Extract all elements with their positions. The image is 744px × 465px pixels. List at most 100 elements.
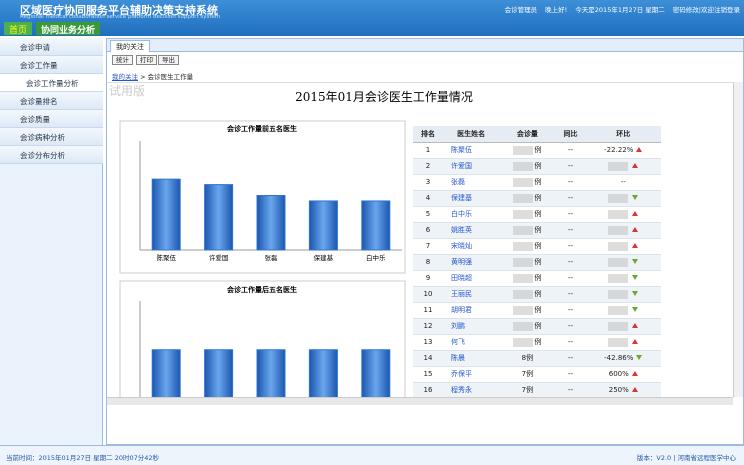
user[interactable]: 会诊管理员 xyxy=(505,6,538,14)
tab[interactable]: 我的关注 xyxy=(110,40,150,52)
blurred xyxy=(513,242,533,251)
blurred xyxy=(513,194,533,203)
nav-tab[interactable]: 协同业务分析 xyxy=(36,22,100,35)
doctor-name[interactable]: 白中乐 xyxy=(443,206,499,222)
blurred xyxy=(513,306,533,315)
count: 例 xyxy=(499,222,555,238)
doctor-name[interactable]: 陈晨 xyxy=(443,350,499,366)
blurred xyxy=(513,146,533,155)
count-text: 例 xyxy=(534,162,541,170)
doctor-name[interactable]: 保建基 xyxy=(443,190,499,206)
mom-text: -- xyxy=(621,178,626,186)
doctor-name[interactable]: 乔保平 xyxy=(443,366,499,382)
doctor-name[interactable]: 黄明强 xyxy=(443,254,499,270)
menu-item[interactable]: 会诊质量 xyxy=(0,110,103,128)
blurred xyxy=(608,322,628,331)
table-row: 10王丽民例-- xyxy=(413,286,661,302)
mom xyxy=(586,302,661,318)
button[interactable]: 统计 xyxy=(112,55,133,65)
count-text: 例 xyxy=(534,338,541,346)
doctor-name[interactable]: 程秀永 xyxy=(443,382,499,397)
doctor-name[interactable]: 王丽民 xyxy=(443,286,499,302)
blurred xyxy=(513,162,533,171)
x-tick-label: 陈聚伍 xyxy=(156,253,176,262)
doctor-name[interactable]: 刘鹏 xyxy=(443,318,499,334)
count: 7例 xyxy=(499,366,555,382)
doctor-name[interactable]: 宋晓灿 xyxy=(443,238,499,254)
menu-item[interactable]: 会诊量排名 xyxy=(0,92,103,110)
column-header: 同比 xyxy=(556,126,586,142)
menu-subitem[interactable]: 会诊工作量分析 xyxy=(0,74,103,92)
yoy: -- xyxy=(556,334,586,350)
count: 例 xyxy=(499,238,555,254)
count-text: 例 xyxy=(534,322,541,330)
table-row: 5白中乐例-- xyxy=(413,206,661,222)
rank: 12 xyxy=(413,318,443,334)
mom xyxy=(586,222,661,238)
count: 例 xyxy=(499,206,555,222)
x-tick-label: 保建基 xyxy=(314,253,334,262)
doctor-name[interactable]: 何飞 xyxy=(443,334,499,350)
count: 例 xyxy=(499,142,555,158)
count: 例 xyxy=(499,318,555,334)
table-row: 9田晓超例-- xyxy=(413,270,661,286)
blurred xyxy=(608,306,628,315)
menu-item[interactable]: 会诊分布分析 xyxy=(0,146,103,164)
doctor-name[interactable]: 田晓超 xyxy=(443,270,499,286)
yoy: -- xyxy=(556,174,586,190)
nav-tab[interactable]: 首页 xyxy=(4,22,32,35)
header-info: 会诊管理员晚上好!今天是2015年1月27日 星期二密码修改|欢迎注销登录 xyxy=(497,4,740,14)
blurred xyxy=(608,226,628,235)
bar xyxy=(205,350,233,397)
count-text: 7例 xyxy=(522,386,533,394)
button[interactable]: 导出 xyxy=(158,55,179,65)
table-row: 1陈聚伍例---22.22% xyxy=(413,142,661,158)
count: 例 xyxy=(499,158,555,174)
count: 7例 xyxy=(499,382,555,397)
menu-item[interactable]: 会诊工作量 xyxy=(0,56,103,74)
rank: 8 xyxy=(413,254,443,270)
chart-title: 会诊工作量后五名医生 xyxy=(227,285,297,294)
count-text: 例 xyxy=(534,194,541,202)
rank: 4 xyxy=(413,190,443,206)
rank: 6 xyxy=(413,222,443,238)
rank: 5 xyxy=(413,206,443,222)
doctor-name[interactable]: 张磊 xyxy=(443,174,499,190)
doctor-name[interactable]: 姚胜英 xyxy=(443,222,499,238)
count-text: 例 xyxy=(534,306,541,314)
yoy: -- xyxy=(556,142,586,158)
bar xyxy=(205,185,233,250)
app-subtitle: Regional medical collaboration service p… xyxy=(20,14,220,20)
mom xyxy=(586,206,661,222)
bar xyxy=(152,350,180,397)
v-scrollbar[interactable] xyxy=(733,82,743,397)
blurred xyxy=(513,258,533,267)
column-header: 会诊量 xyxy=(499,126,555,142)
version: 版本：V2.0 | 河南省远程医学中心 xyxy=(637,452,736,462)
table-row: 4保建基 例 -- xyxy=(413,190,661,206)
count-text: 例 xyxy=(534,258,541,266)
doctor-name[interactable]: 胡明君 xyxy=(443,302,499,318)
menu-item[interactable]: 会诊申请 xyxy=(0,38,103,56)
report-title: 2015年01月会诊医生工作量情况 xyxy=(295,90,473,104)
doctor-name[interactable]: 陈聚伍 xyxy=(443,142,499,158)
mom-text: -42.86% xyxy=(604,354,633,362)
doctor-name[interactable]: 许爱国 xyxy=(443,158,499,174)
x-tick-label: 许爱国 xyxy=(209,253,229,262)
bar xyxy=(257,196,285,251)
button[interactable]: 打印 xyxy=(136,55,157,65)
rank: 7 xyxy=(413,238,443,254)
yoy: -- xyxy=(556,222,586,238)
blurred xyxy=(513,274,533,283)
column-header: 排名 xyxy=(413,126,443,142)
h-scrollbar[interactable] xyxy=(107,397,733,405)
yoy: -- xyxy=(556,382,586,397)
mom xyxy=(586,254,661,270)
links[interactable]: 密码修改|欢迎注销登录 xyxy=(673,6,740,14)
crumb-link[interactable]: 我的关注 xyxy=(112,73,138,81)
yoy: -- xyxy=(556,190,586,206)
yoy: -- xyxy=(556,158,586,174)
content: 试用版 2015年01月会诊医生工作量情况 会诊工作量前五名医生陈聚伍许爱国张磊… xyxy=(107,82,733,397)
yoy: -- xyxy=(556,254,586,270)
menu-item[interactable]: 会诊病种分析 xyxy=(0,128,103,146)
